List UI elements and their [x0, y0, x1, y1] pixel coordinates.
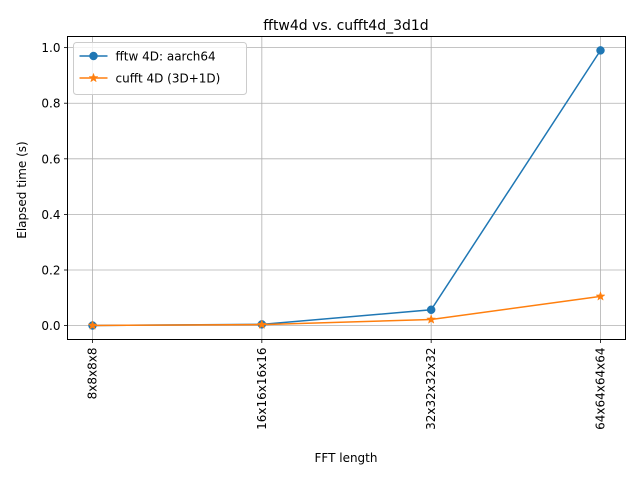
- legend-marker: [89, 51, 98, 61]
- data-point: [256, 319, 267, 329]
- y-tick-label: 0.0: [41, 319, 60, 333]
- x-tick-label: 32x32x32x32: [424, 347, 438, 429]
- x-tick-label: 8x8x8x8: [86, 348, 100, 400]
- series-group: [87, 46, 606, 330]
- legend-marker: [88, 72, 99, 83]
- series-line-2: [92, 295, 601, 327]
- legend-label: cufft 4D (3D+1D): [116, 72, 221, 86]
- plot-frame: [67, 36, 626, 340]
- legend-label: fftw 4D: aarch64: [116, 50, 216, 64]
- x-tick-label: 16x16x16x16: [255, 348, 269, 430]
- legend-box: [73, 42, 247, 95]
- chart-title: fftw4d vs. cufft4d_3d1d: [263, 18, 428, 34]
- y-tick-label: 0.4: [41, 208, 60, 222]
- data-point: [596, 46, 605, 55]
- data-point: [426, 314, 437, 324]
- data-point: [595, 291, 606, 301]
- x-axis-label: FFT length: [315, 451, 378, 465]
- x-tick-label: 64x64x64x64: [594, 348, 608, 430]
- y-tick-label: 1.0: [41, 41, 60, 55]
- data-point: [87, 320, 98, 330]
- data-point: [426, 305, 436, 315]
- y-tick-label: 0.2: [41, 264, 60, 278]
- y-tick-label: 0.6: [41, 152, 60, 166]
- y-tick-label: 0.8: [41, 97, 60, 111]
- legend: fftw 4D: aarch64 cufft 4D (3D+1D): [73, 42, 247, 95]
- axis-ticks: 8x8x8x8 16x16x16x16 32x32x32x32 64x64x64x64…: [41, 41, 607, 430]
- y-axis-label: Elapsed time (s): [15, 141, 29, 239]
